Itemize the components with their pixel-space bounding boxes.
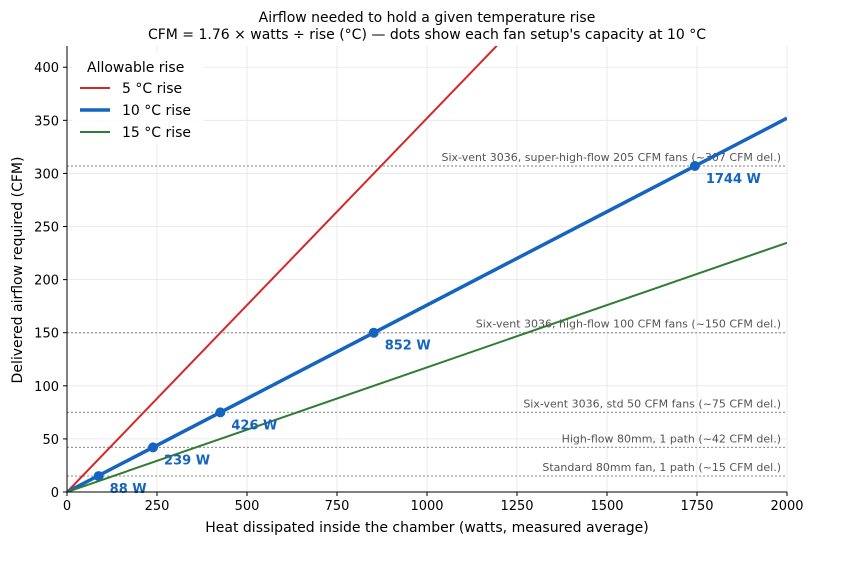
x-tick-label: 2000	[770, 499, 803, 514]
y-tick-label: 0	[51, 486, 59, 501]
reference-line-label: High-flow 80mm, 1 path (~42 CFM del.)	[562, 432, 781, 445]
legend-title: Allowable rise	[87, 60, 184, 76]
x-tick-label: 750	[325, 499, 350, 514]
x-tick-label: 250	[145, 499, 170, 514]
reference-lines: Six-vent 3036, super-high-flow 205 CFM f…	[67, 151, 787, 477]
series-line	[67, 46, 498, 492]
capacity-point	[689, 160, 700, 171]
capacity-point	[148, 442, 159, 453]
capacity-point-label: 239 W	[164, 453, 210, 468]
y-tick-label: 50	[42, 433, 59, 448]
capacity-point-label: 1744 W	[706, 172, 761, 187]
x-tick-label: 1500	[590, 499, 623, 514]
y-tick-label: 300	[34, 167, 59, 182]
x-tick-label: 500	[235, 499, 260, 514]
legend-label: 10 °C rise	[122, 103, 191, 119]
x-axis-label: Heat dissipated inside the chamber (watt…	[205, 520, 648, 536]
y-tick-label: 150	[34, 327, 59, 342]
x-tick-label: 0	[63, 499, 71, 514]
capacity-point	[368, 327, 379, 338]
legend-box	[72, 52, 204, 144]
y-tick-label: 350	[34, 114, 59, 129]
legend-label: 5 °C rise	[122, 81, 182, 97]
capacity-point-label: 852 W	[385, 339, 431, 354]
capacity-point-label: 88 W	[110, 482, 147, 497]
x-tick-label: 1250	[500, 499, 533, 514]
reference-line-label: Six-vent 3036, high-flow 100 CFM fans (~…	[476, 318, 781, 331]
capacity-point	[93, 471, 104, 482]
x-tick-label: 1750	[680, 499, 713, 514]
y-axis-label: Delivered airflow required (CFM)	[10, 157, 26, 384]
series-line	[67, 116, 787, 492]
x-tick-label: 1000	[410, 499, 443, 514]
legend-label: 15 °C rise	[122, 125, 191, 141]
y-tick-label: 250	[34, 221, 59, 236]
series-lines	[67, 46, 787, 492]
y-tick-label: 400	[34, 61, 59, 76]
capacity-points: 88 W 239 W 426 W 852 W 1744 W	[93, 160, 761, 497]
reference-line-label: Standard 80mm fan, 1 path (~15 CFM del.)	[542, 461, 781, 474]
y-tick-label: 200	[34, 274, 59, 289]
reference-line-label: Six-vent 3036, super-high-flow 205 CFM f…	[441, 151, 781, 164]
chart-subtitle: CFM = 1.76 × watts ÷ rise (°C) — dots sh…	[148, 27, 706, 43]
series-line	[67, 241, 787, 492]
y-tick-label: 100	[34, 380, 59, 395]
tick-labels: 0 250 500 750 1000 1250 1500 1750 2000 0 50 100 150 2…	[34, 61, 803, 514]
reference-line-label: Six-vent 3036, std 50 CFM fans (~75 CFM …	[523, 397, 781, 410]
capacity-point	[215, 407, 226, 418]
legend: Allowable rise 5 °C rise 10 °C rise 15 °C …	[72, 52, 204, 144]
capacity-point-label: 426 W	[231, 418, 277, 433]
chart-title: Airflow needed to hold a given temperatu…	[259, 10, 596, 26]
